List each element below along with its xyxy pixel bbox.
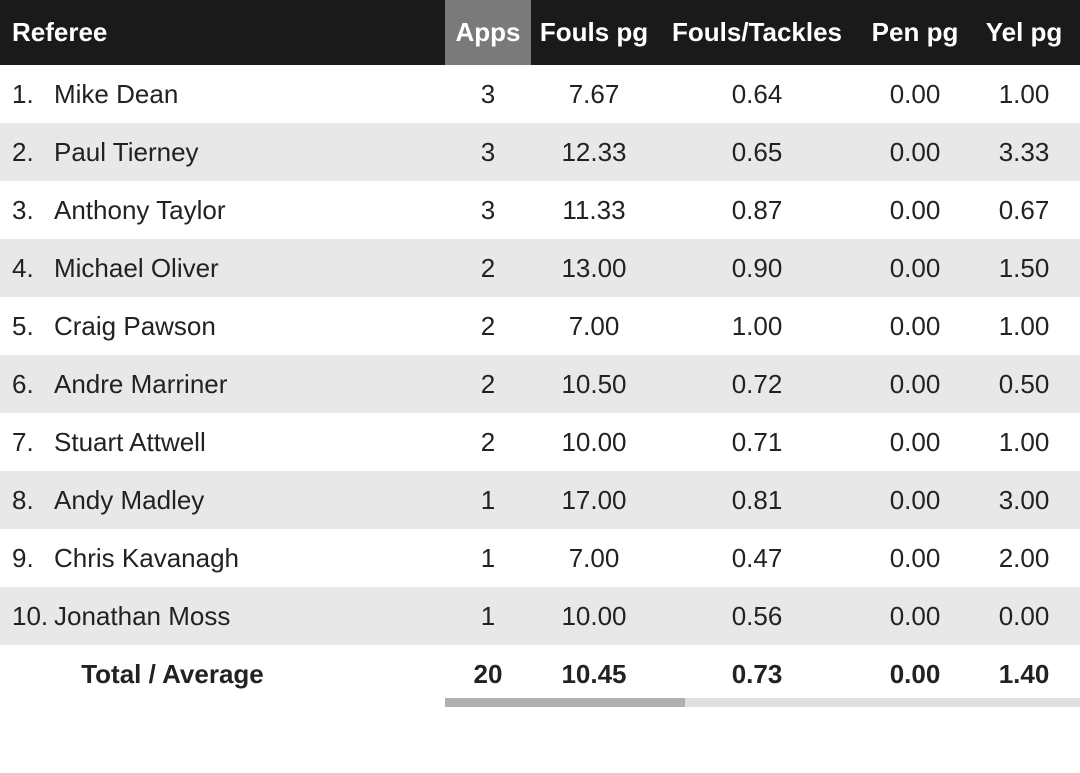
row-yel-pg: 0.50 xyxy=(973,369,1075,400)
scroll-track[interactable] xyxy=(445,698,1080,707)
total-fouls-pg: 10.45 xyxy=(531,659,657,690)
row-apps: 3 xyxy=(445,137,531,168)
row-pen-pg: 0.00 xyxy=(857,79,973,110)
total-yel-pg: 1.40 xyxy=(973,659,1075,690)
table-row[interactable]: 7.Stuart Attwell210.000.710.001.00 xyxy=(0,413,1080,471)
row-fouls-tackles: 0.65 xyxy=(657,137,857,168)
row-pen-pg: 0.00 xyxy=(857,601,973,632)
table-row[interactable]: 8.Andy Madley117.000.810.003.00 xyxy=(0,471,1080,529)
header-fouls-tackles[interactable]: Fouls/Tackles xyxy=(657,17,857,48)
row-fouls-pg: 10.00 xyxy=(531,601,657,632)
row-rank: 1. xyxy=(0,79,54,110)
row-fouls-tackles: 0.87 xyxy=(657,195,857,226)
table-row[interactable]: 5.Craig Pawson27.001.000.001.00 xyxy=(0,297,1080,355)
header-referee[interactable]: Referee xyxy=(0,17,445,48)
total-label: Total / Average xyxy=(0,659,445,690)
row-referee-name[interactable]: Craig Pawson xyxy=(54,311,445,342)
row-fouls-pg: 10.00 xyxy=(531,427,657,458)
row-apps: 3 xyxy=(445,79,531,110)
row-fouls-tackles: 0.71 xyxy=(657,427,857,458)
row-referee-name[interactable]: Andy Madley xyxy=(54,485,445,516)
row-yel-pg: 0.00 xyxy=(973,601,1075,632)
row-referee-name[interactable]: Stuart Attwell xyxy=(54,427,445,458)
row-pen-pg: 0.00 xyxy=(857,543,973,574)
row-referee-name[interactable]: Jonathan Moss xyxy=(54,601,445,632)
row-yel-pg: 1.00 xyxy=(973,79,1075,110)
row-pen-pg: 0.00 xyxy=(857,485,973,516)
row-fouls-tackles: 0.56 xyxy=(657,601,857,632)
row-fouls-tackles: 0.81 xyxy=(657,485,857,516)
row-rank: 10. xyxy=(0,601,54,632)
row-fouls-pg: 11.33 xyxy=(531,195,657,226)
row-fouls-pg: 12.33 xyxy=(531,137,657,168)
row-yel-pg: 3.33 xyxy=(973,137,1075,168)
row-pen-pg: 0.00 xyxy=(857,253,973,284)
row-referee-name[interactable]: Andre Marriner xyxy=(54,369,445,400)
row-rank: 4. xyxy=(0,253,54,284)
table-header-row: Referee Apps Fouls pg Fouls/Tackles Pen … xyxy=(0,0,1080,65)
row-rank: 5. xyxy=(0,311,54,342)
scroll-thumb[interactable] xyxy=(445,698,685,707)
table-row[interactable]: 2.Paul Tierney312.330.650.003.33 xyxy=(0,123,1080,181)
row-referee-name[interactable]: Michael Oliver xyxy=(54,253,445,284)
total-pen-pg: 0.00 xyxy=(857,659,973,690)
row-pen-pg: 0.00 xyxy=(857,311,973,342)
row-fouls-tackles: 0.90 xyxy=(657,253,857,284)
header-pen-pg[interactable]: Pen pg xyxy=(857,17,973,48)
row-rank: 3. xyxy=(0,195,54,226)
row-rank: 2. xyxy=(0,137,54,168)
row-fouls-tackles: 0.72 xyxy=(657,369,857,400)
row-pen-pg: 0.00 xyxy=(857,427,973,458)
row-referee-name[interactable]: Chris Kavanagh xyxy=(54,543,445,574)
row-yel-pg: 1.00 xyxy=(973,311,1075,342)
header-fouls-pg[interactable]: Fouls pg xyxy=(531,17,657,48)
table-row[interactable]: 3.Anthony Taylor311.330.870.000.67 xyxy=(0,181,1080,239)
row-apps: 2 xyxy=(445,311,531,342)
table-row[interactable]: 9.Chris Kavanagh17.000.470.002.00 xyxy=(0,529,1080,587)
header-yel-pg[interactable]: Yel pg xyxy=(973,17,1075,48)
row-apps: 1 xyxy=(445,485,531,516)
row-yel-pg: 0.67 xyxy=(973,195,1075,226)
table-row[interactable]: 4.Michael Oliver213.000.900.001.50 xyxy=(0,239,1080,297)
table-row[interactable]: 6.Andre Marriner210.500.720.000.50 xyxy=(0,355,1080,413)
header-apps[interactable]: Apps xyxy=(445,0,531,65)
row-fouls-tackles: 0.64 xyxy=(657,79,857,110)
row-fouls-pg: 7.00 xyxy=(531,543,657,574)
row-fouls-pg: 7.67 xyxy=(531,79,657,110)
row-rank: 6. xyxy=(0,369,54,400)
total-fouls-tackles: 0.73 xyxy=(657,659,857,690)
row-pen-pg: 0.00 xyxy=(857,369,973,400)
row-fouls-pg: 13.00 xyxy=(531,253,657,284)
row-fouls-tackles: 0.47 xyxy=(657,543,857,574)
row-apps: 1 xyxy=(445,543,531,574)
row-apps: 2 xyxy=(445,427,531,458)
row-pen-pg: 0.00 xyxy=(857,137,973,168)
row-rank: 9. xyxy=(0,543,54,574)
horizontal-scroll-indicator xyxy=(0,698,1080,707)
row-rank: 7. xyxy=(0,427,54,458)
row-yel-pg: 1.00 xyxy=(973,427,1075,458)
row-apps: 1 xyxy=(445,601,531,632)
row-pen-pg: 0.00 xyxy=(857,195,973,226)
row-fouls-pg: 17.00 xyxy=(531,485,657,516)
row-fouls-pg: 7.00 xyxy=(531,311,657,342)
row-yel-pg: 2.00 xyxy=(973,543,1075,574)
row-fouls-tackles: 1.00 xyxy=(657,311,857,342)
total-row: Total / Average 20 10.45 0.73 0.00 1.40 xyxy=(0,645,1080,703)
referee-stats-table: Referee Apps Fouls pg Fouls/Tackles Pen … xyxy=(0,0,1080,707)
row-yel-pg: 3.00 xyxy=(973,485,1075,516)
row-apps: 2 xyxy=(445,253,531,284)
row-apps: 2 xyxy=(445,369,531,400)
rows-container: 1.Mike Dean37.670.640.001.002.Paul Tiern… xyxy=(0,65,1080,645)
table-row[interactable]: 10.Jonathan Moss110.000.560.000.00 xyxy=(0,587,1080,645)
row-referee-name[interactable]: Paul Tierney xyxy=(54,137,445,168)
row-apps: 3 xyxy=(445,195,531,226)
table-row[interactable]: 1.Mike Dean37.670.640.001.00 xyxy=(0,65,1080,123)
row-yel-pg: 1.50 xyxy=(973,253,1075,284)
total-apps: 20 xyxy=(445,659,531,690)
row-referee-name[interactable]: Anthony Taylor xyxy=(54,195,445,226)
row-fouls-pg: 10.50 xyxy=(531,369,657,400)
row-referee-name[interactable]: Mike Dean xyxy=(54,79,445,110)
row-rank: 8. xyxy=(0,485,54,516)
